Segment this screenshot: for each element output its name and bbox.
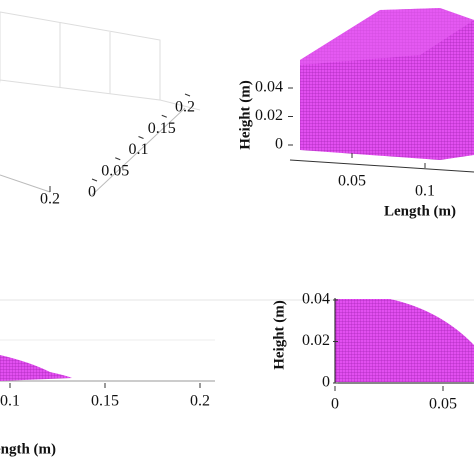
axis-lines: [0, 107, 186, 196]
axes-box: [0, 11, 201, 111]
y-tick-label: 0.2: [175, 99, 195, 116]
axis-line: [289, 159, 474, 173]
particle-bed: [335, 299, 474, 382]
tick-mark: [161, 114, 167, 118]
panel-3d-particles: [289, 8, 474, 173]
y-tick-label: 0: [322, 374, 330, 391]
z-axis-label: Height (m): [237, 80, 253, 150]
particle-top: [300, 8, 474, 65]
panel-2d-particles: [334, 298, 474, 384]
x-axis-label: Length (m): [384, 203, 456, 219]
y-tick-label: 0.1: [129, 141, 149, 158]
particle-pile: [0, 355, 72, 381]
y-tick-label: 0: [88, 184, 96, 201]
x-tick-label: 0.05: [429, 396, 457, 413]
x-tick-label: 0.2: [40, 191, 60, 208]
tick-mark: [184, 93, 191, 97]
x-tick-label: 0.1: [415, 183, 435, 200]
z-tick-label: 0: [275, 136, 283, 153]
x-tick-label: 0.2: [190, 393, 210, 410]
x-tick-label: 0.1: [0, 393, 20, 410]
panel-2d-pile: [0, 299, 474, 382]
y-axis-label: Height (m): [271, 300, 287, 370]
z-tick-label: 0.04: [255, 79, 283, 96]
x-tick-label: 0.05: [338, 173, 366, 190]
y-tick-label: 0.15: [148, 120, 176, 137]
tick-mark: [115, 157, 121, 161]
x-tick-label: 0: [331, 396, 339, 413]
y-tick-label: 0.05: [101, 162, 129, 179]
z-tick-label: 0.02: [255, 107, 283, 124]
grid-lines: [59, 22, 111, 94]
tick-mark: [91, 178, 98, 182]
y-tick-label: 0.02: [302, 332, 330, 349]
tick-mark: [138, 136, 144, 139]
x-axis-label: Length (m): [0, 441, 56, 457]
x-tick-label: 0.15: [91, 393, 119, 410]
panel-3d-empty: [0, 11, 201, 196]
y-tick-label: 0.04: [302, 291, 330, 308]
